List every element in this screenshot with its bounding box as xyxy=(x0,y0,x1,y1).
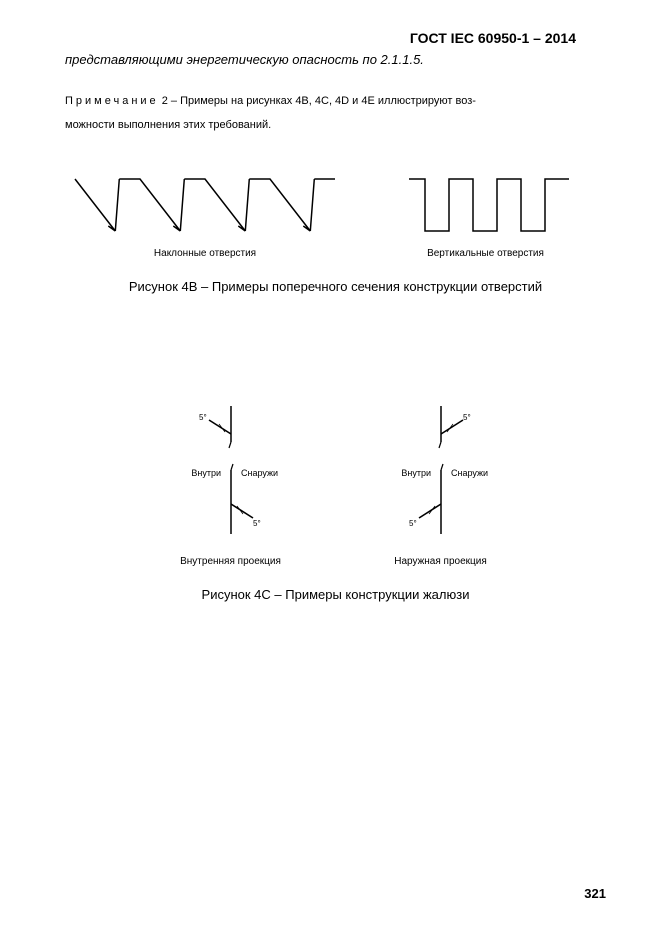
svg-text:Внутри: Внутри xyxy=(401,468,431,478)
louvre-external: 5° 5° Внутри Снаружи xyxy=(381,404,501,544)
svg-text:Внутри: Внутри xyxy=(191,468,221,478)
louvre-internal: 5° 5° Внутри Снаружи xyxy=(171,404,291,544)
figure-4b-row: Наклонные отверстия Вертикальные отверст… xyxy=(65,167,606,259)
svg-text:Снаружи: Снаружи xyxy=(451,468,488,478)
note-label: Примечание xyxy=(65,95,159,107)
gap xyxy=(65,294,606,404)
doc-header: ГОСТ IEC 60950-1 – 2014 xyxy=(65,30,606,46)
fig4c-right-label: Наружная проекция xyxy=(381,556,501,567)
slant-openings xyxy=(65,167,345,242)
fig4c-left-block: 5° 5° Внутри Снаружи Внутренняя проекция xyxy=(171,404,291,567)
fig4c-left-label: Внутренняя проекция xyxy=(171,556,291,567)
vertical-openings xyxy=(401,167,571,242)
note-line2: можности выполнения этих требований. xyxy=(65,119,271,131)
fig4b-right-block: Вертикальные отверстия xyxy=(365,167,606,259)
svg-text:5°: 5° xyxy=(409,519,417,528)
fig4c-caption: Рисунок 4С – Примеры конструкции жалюзи xyxy=(65,587,606,602)
italic-clause: представляющими энергетическую опасность… xyxy=(65,52,606,67)
svg-text:5°: 5° xyxy=(199,413,207,422)
svg-text:5°: 5° xyxy=(463,413,471,422)
note-2: Примечание 2 – Примеры на рисунках 4В, 4… xyxy=(65,89,606,137)
svg-text:Снаружи: Снаружи xyxy=(241,468,278,478)
fig4b-right-label: Вертикальные отверстия xyxy=(365,248,606,259)
fig4b-left-block: Наклонные отверстия xyxy=(65,167,345,259)
fig4b-caption: Рисунок 4В – Примеры поперечного сечения… xyxy=(65,279,606,294)
figure-4c-row: 5° 5° Внутри Снаружи Внутренняя проекция 5°… xyxy=(65,404,606,567)
note-rest: 2 – Примеры на рисунках 4В, 4С, 4D и 4Е … xyxy=(159,95,476,107)
svg-text:5°: 5° xyxy=(253,519,261,528)
page-number: 321 xyxy=(584,886,606,901)
fig4c-right-block: 5° 5° Внутри Снаружи Наружная проекция xyxy=(381,404,501,567)
fig4b-left-label: Наклонные отверстия xyxy=(65,248,345,259)
